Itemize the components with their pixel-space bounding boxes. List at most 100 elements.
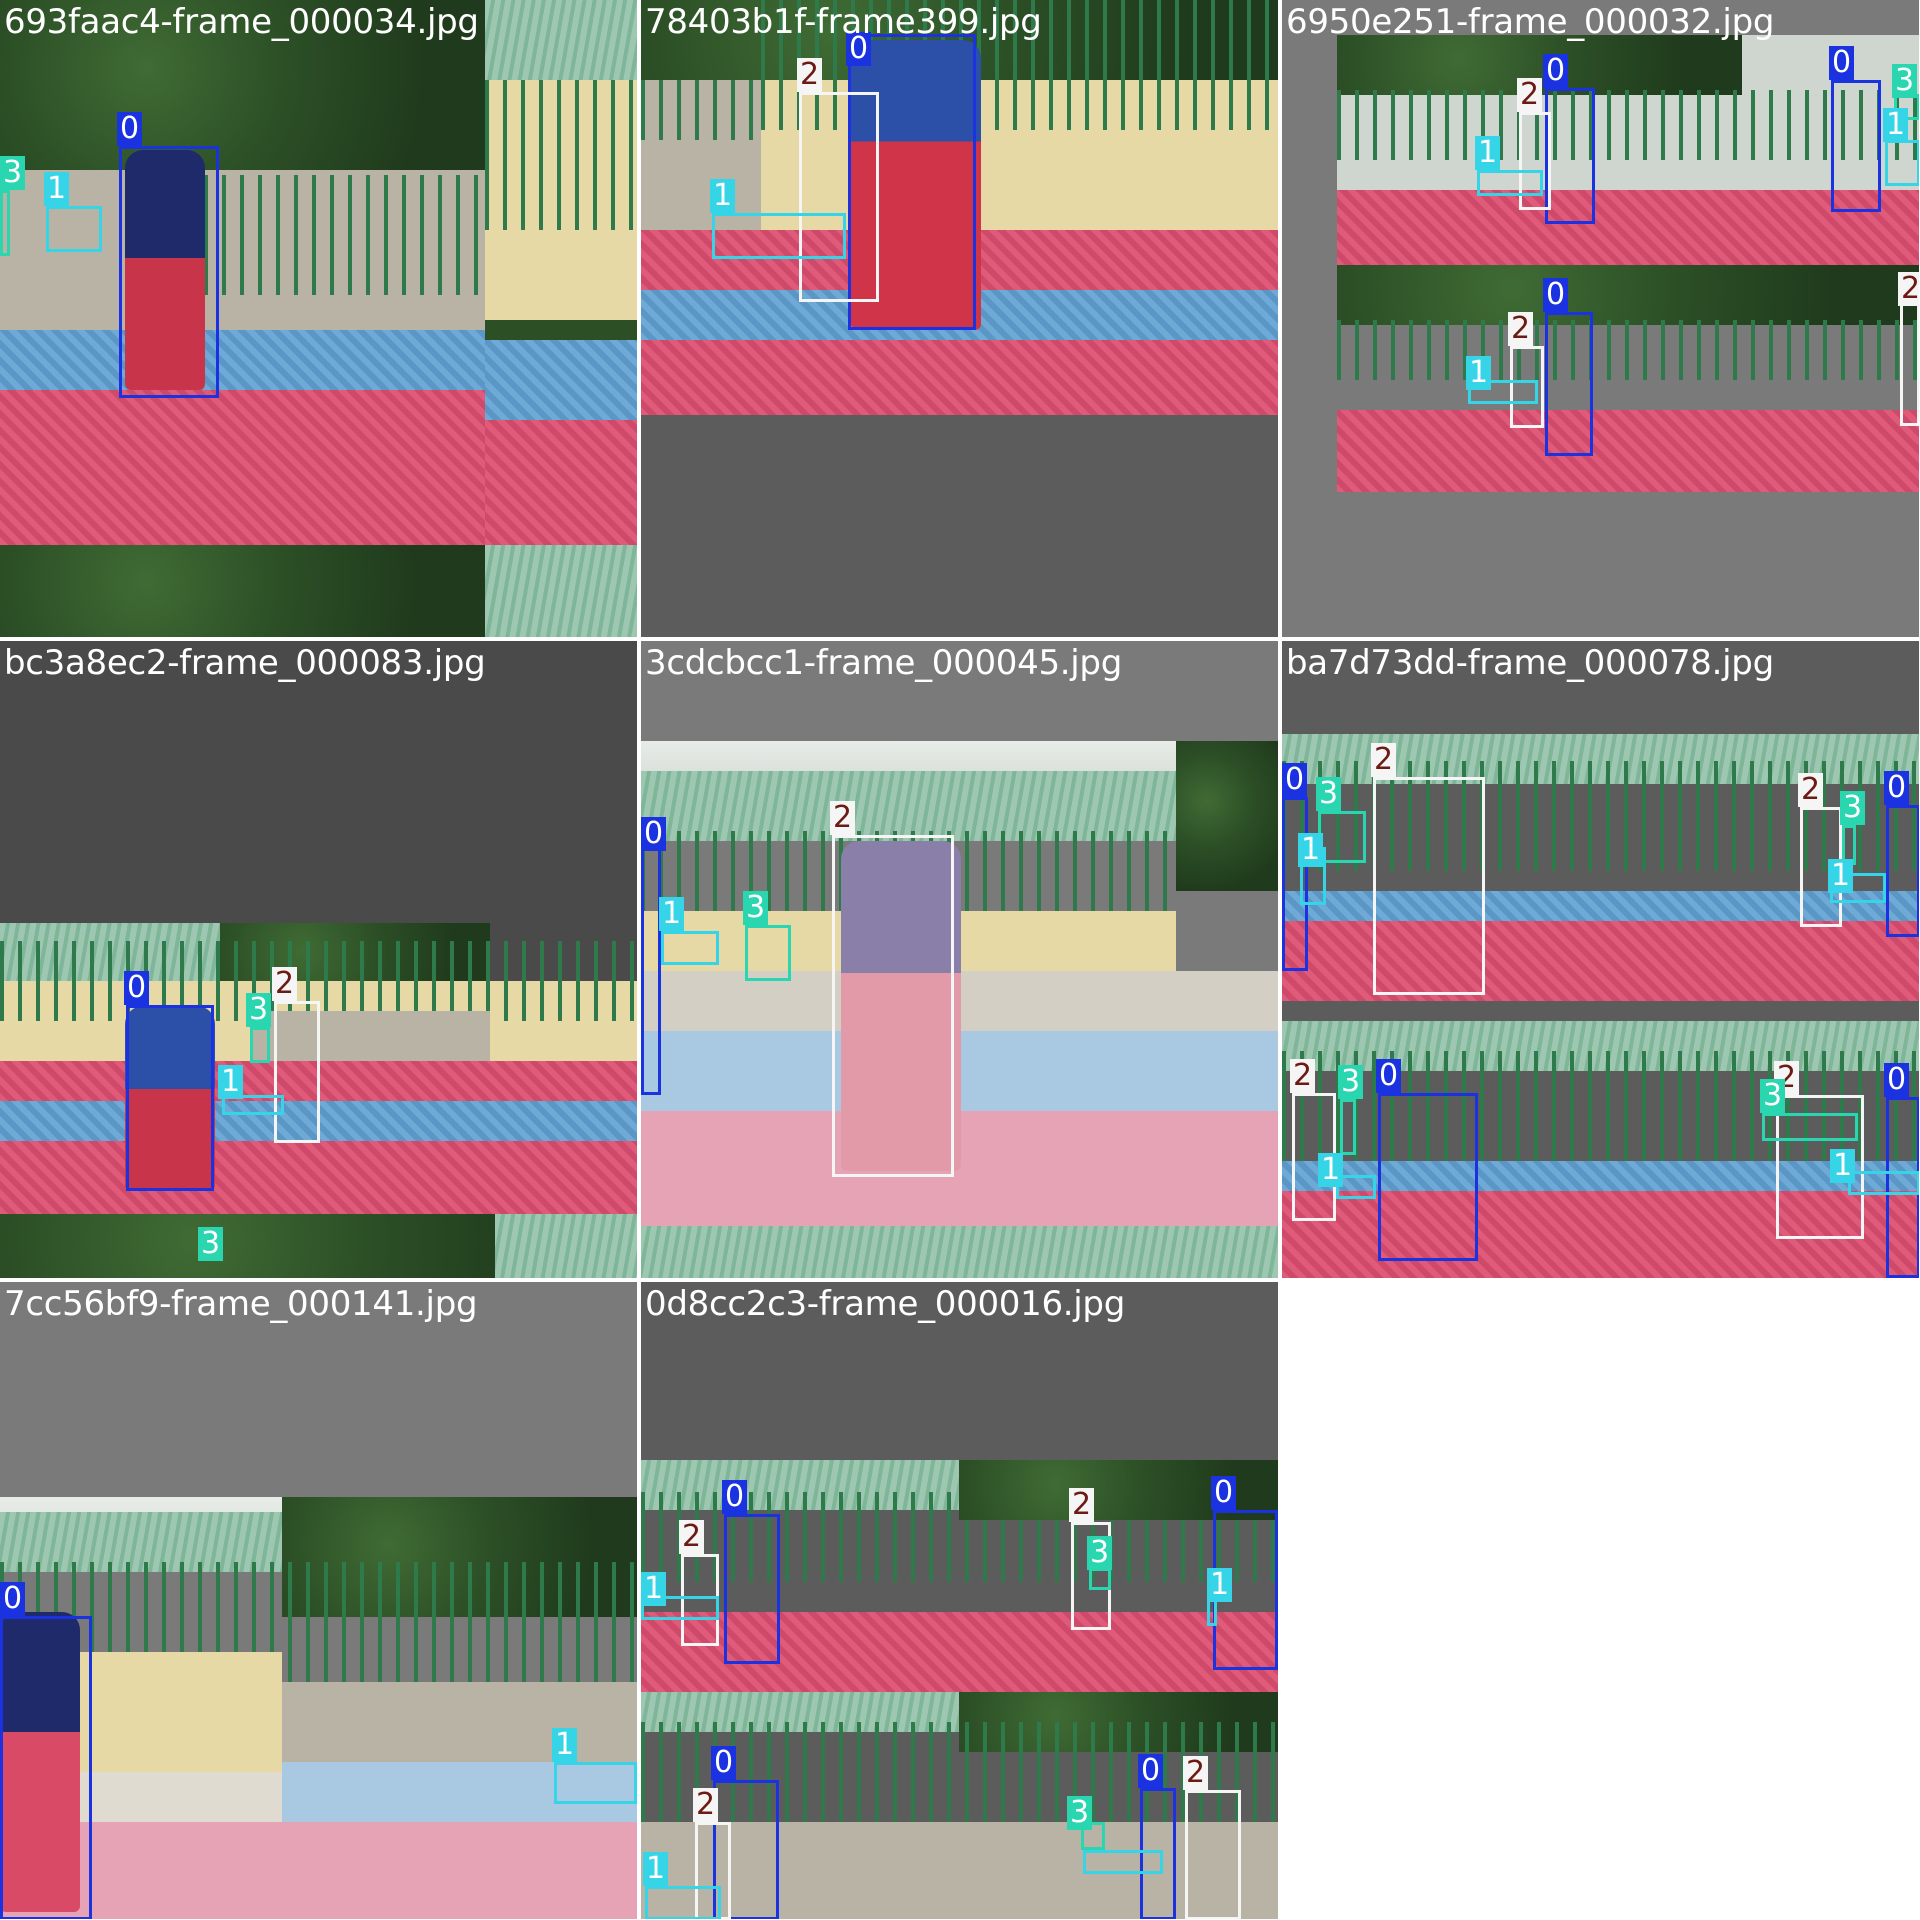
bbox-label-0: 0 — [1138, 1754, 1163, 1788]
tile-image — [641, 641, 1278, 1278]
bbox-class-3 — [1089, 1568, 1111, 1590]
bbox-class-1 — [1083, 1850, 1163, 1874]
bbox-label-0: 0 — [711, 1746, 736, 1780]
bbox-class-2 — [799, 92, 879, 302]
bbox-label-1: 1 — [643, 1852, 668, 1886]
bbox-label-1: 1 — [659, 897, 684, 931]
bbox-class-0 — [641, 819, 661, 1095]
bbox-label-0: 0 — [641, 817, 666, 851]
tile-image — [0, 641, 637, 1278]
mosaic-tile-2: 78403b1f-frame399.jpg 0 2 1 — [641, 0, 1278, 637]
bbox-class-1 — [712, 213, 846, 259]
tile-filename: ba7d73dd-frame_000078.jpg — [1286, 643, 1774, 683]
bbox-label-0: 0 — [1543, 54, 1568, 88]
bbox-label-2: 2 — [693, 1788, 718, 1822]
bbox-label-3: 3 — [1840, 791, 1865, 825]
bbox-label-0: 0 — [1884, 1063, 1909, 1097]
bbox-label-2: 2 — [1183, 1756, 1208, 1790]
bbox-label-2: 2 — [1798, 773, 1823, 807]
bbox-label-0: 0 — [0, 1582, 25, 1616]
bbox-label-0: 0 — [1829, 46, 1854, 80]
bbox-label-1: 1 — [1207, 1568, 1232, 1602]
tile-filename: 693faac4-frame_000034.jpg — [4, 2, 479, 42]
bbox-label-1: 1 — [1466, 356, 1491, 390]
bbox-label-3: 3 — [1892, 64, 1917, 98]
bbox-label-3: 3 — [246, 993, 271, 1027]
bbox-label-0: 0 — [1376, 1059, 1401, 1093]
bbox-class-3 — [250, 1027, 270, 1063]
bbox-class-3 — [745, 925, 791, 981]
bbox-label-2: 2 — [797, 58, 822, 92]
mosaic-tile-1: 693faac4-frame_000034.jpg 0 1 3 — [0, 0, 637, 637]
tile-image — [0, 0, 637, 637]
bbox-label-0: 0 — [1282, 763, 1307, 797]
bbox-label-1: 1 — [44, 172, 69, 206]
mosaic-tile-5: 3cdcbcc1-frame_000045.jpg 2 0 1 3 — [641, 641, 1278, 1278]
bbox-class-0 — [1545, 88, 1595, 224]
bbox-class-1 — [1885, 140, 1919, 186]
bbox-label-2: 2 — [1508, 312, 1533, 346]
bbox-label-2: 2 — [1371, 743, 1396, 777]
bbox-class-0 — [119, 146, 219, 398]
bbox-label-2: 2 — [272, 967, 297, 1001]
bbox-label-0: 0 — [722, 1480, 747, 1514]
bbox-label-2: 2 — [679, 1520, 704, 1554]
bbox-class-1 — [645, 1886, 721, 1919]
bbox-label-2: 2 — [1898, 272, 1919, 306]
mosaic-tile-4: bc3a8ec2-frame_000083.jpg 0 2 3 1 3 — [0, 641, 637, 1278]
tile-image — [0, 1282, 637, 1919]
bbox-class-1 — [1477, 170, 1543, 196]
bbox-label-1: 1 — [1475, 136, 1500, 170]
bbox-label-2: 2 — [1517, 78, 1542, 112]
mosaic-tile-6: ba7d73dd-frame_000078.jpg 2 0 3 1 2 3 0 … — [1282, 641, 1919, 1278]
bbox-label-0: 0 — [1884, 771, 1909, 805]
bbox-label-1: 1 — [1830, 1149, 1855, 1183]
mosaic-tile-7: 7cc56bf9-frame_000141.jpg 0 1 — [0, 1282, 637, 1919]
bbox-class-2 — [1185, 1790, 1241, 1919]
bbox-label-3: 3 — [1760, 1079, 1785, 1113]
tile-filename: bc3a8ec2-frame_000083.jpg — [4, 643, 485, 683]
bbox-label-2: 2 — [1069, 1488, 1094, 1522]
bbox-class-0 — [1545, 312, 1593, 456]
tile-filename: 0d8cc2c3-frame_000016.jpg — [645, 1284, 1125, 1324]
bbox-class-0 — [126, 1005, 214, 1191]
bbox-class-1 — [554, 1762, 637, 1804]
bbox-class-0 — [1886, 805, 1919, 937]
bbox-class-0 — [724, 1514, 780, 1664]
bbox-label-3: 3 — [198, 1227, 223, 1261]
bbox-label-3: 3 — [1067, 1796, 1092, 1830]
bbox-label-0: 0 — [1211, 1476, 1236, 1510]
bbox-label-0: 0 — [124, 971, 149, 1005]
tile-filename: 7cc56bf9-frame_000141.jpg — [4, 1284, 477, 1324]
bbox-class-2 — [832, 835, 954, 1177]
bbox-class-1 — [46, 206, 102, 252]
mosaic-tile-8: 0d8cc2c3-frame_000016.jpg 0 2 1 2 3 0 1 … — [641, 1282, 1278, 1919]
bbox-label-1: 1 — [1883, 108, 1908, 142]
bbox-class-2 — [274, 1001, 320, 1143]
bbox-label-3: 3 — [0, 156, 25, 190]
bbox-label-3: 3 — [1087, 1536, 1112, 1570]
tile-filename: 78403b1f-frame399.jpg — [645, 2, 1042, 42]
bbox-class-3 — [1340, 1099, 1356, 1155]
bbox-class-0 — [1378, 1093, 1478, 1261]
bbox-label-1: 1 — [641, 1572, 666, 1606]
bbox-label-3: 3 — [1338, 1065, 1363, 1099]
bbox-label-1: 1 — [218, 1065, 243, 1099]
bbox-class-0 — [0, 1616, 92, 1919]
bbox-class-1 — [661, 931, 719, 965]
bbox-label-1: 1 — [1318, 1153, 1343, 1187]
bbox-class-2 — [1373, 777, 1485, 995]
mosaic-tile-3: 6950e251-frame_000032.jpg 0 2 1 0 3 1 0 … — [1282, 0, 1919, 637]
bbox-label-1: 1 — [710, 179, 735, 213]
tile-filename: 3cdcbcc1-frame_000045.jpg — [645, 643, 1122, 683]
bbox-label-1: 1 — [552, 1728, 577, 1762]
bbox-class-1 — [1848, 1171, 1919, 1195]
tile-image — [1282, 0, 1919, 637]
bbox-label-3: 3 — [743, 891, 768, 925]
bbox-class-3 — [0, 190, 10, 256]
bbox-label-1: 1 — [1298, 833, 1323, 867]
bbox-label-1: 1 — [1828, 859, 1853, 893]
bbox-class-0 — [1831, 80, 1881, 212]
bbox-label-3: 3 — [1316, 777, 1341, 811]
bbox-label-0: 0 — [1543, 278, 1568, 312]
